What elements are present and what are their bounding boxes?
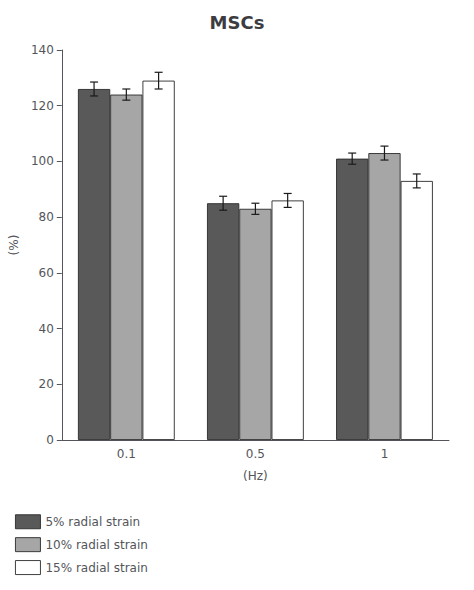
svg-text:10% radial strain: 10% radial strain <box>45 538 147 552</box>
svg-text:80: 80 <box>39 210 54 224</box>
svg-text:0.5: 0.5 <box>246 447 265 461</box>
svg-text:(Hz): (Hz) <box>243 469 268 483</box>
svg-text:MSCs: MSCs <box>210 12 265 33</box>
svg-text:1: 1 <box>381 447 389 461</box>
svg-text:100: 100 <box>31 154 54 168</box>
svg-text:(%): (%) <box>7 235 21 256</box>
svg-text:0: 0 <box>46 433 54 447</box>
svg-text:0.1: 0.1 <box>117 447 136 461</box>
svg-text:40: 40 <box>39 322 54 336</box>
svg-text:20: 20 <box>39 377 54 391</box>
svg-text:60: 60 <box>39 266 54 280</box>
svg-text:140: 140 <box>31 43 54 57</box>
svg-text:120: 120 <box>31 99 54 113</box>
svg-text:5% radial strain: 5% radial strain <box>45 515 140 529</box>
svg-text:15% radial strain: 15% radial strain <box>45 561 147 575</box>
